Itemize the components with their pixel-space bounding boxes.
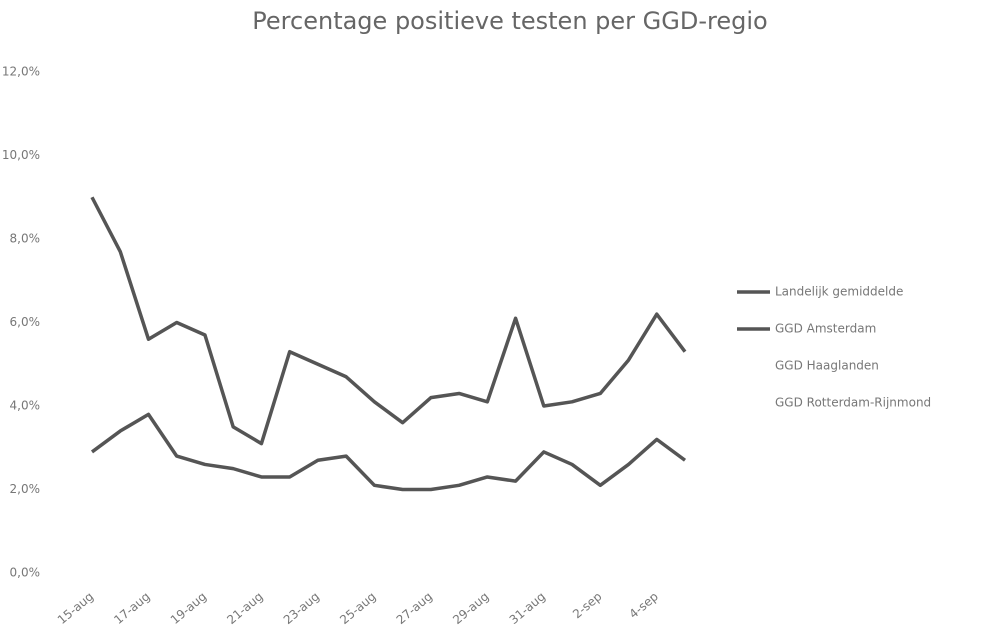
legend-label: GGD Amsterdam — [775, 322, 876, 336]
x-tick-label: 21-aug — [224, 589, 265, 627]
x-tick-label: 23-aug — [281, 589, 322, 627]
legend-label: Landelijk gemiddelde — [775, 285, 903, 299]
legend-label: GGD Haaglanden — [775, 359, 879, 373]
y-tick-label: 4,0% — [10, 399, 41, 413]
x-tick-label: 4-sep — [626, 589, 660, 621]
x-tick-label: 29-aug — [450, 589, 491, 627]
x-tick-label: 17-aug — [111, 589, 152, 627]
x-tick-label: 15-aug — [55, 589, 96, 627]
chart-title: Percentage positieve testen per GGD-regi… — [252, 7, 767, 35]
x-tick-label: 2-sep — [570, 589, 604, 621]
x-tick-label: 25-aug — [337, 589, 378, 627]
y-tick-label: 10,0% — [2, 148, 40, 162]
y-tick-label: 0,0% — [10, 566, 41, 580]
x-tick-label: 19-aug — [168, 589, 209, 627]
y-tick-label: 12,0% — [2, 65, 40, 79]
x-tick-label: 31-aug — [507, 589, 548, 627]
y-tick-label: 2,0% — [10, 482, 41, 496]
y-tick-label: 6,0% — [10, 315, 41, 329]
y-tick-label: 8,0% — [10, 232, 41, 246]
series-line — [90, 412, 687, 492]
x-tick-label: 27-aug — [394, 589, 435, 627]
legend-label: GGD Rotterdam-Rijnmond — [775, 396, 931, 410]
series-line — [90, 196, 687, 446]
